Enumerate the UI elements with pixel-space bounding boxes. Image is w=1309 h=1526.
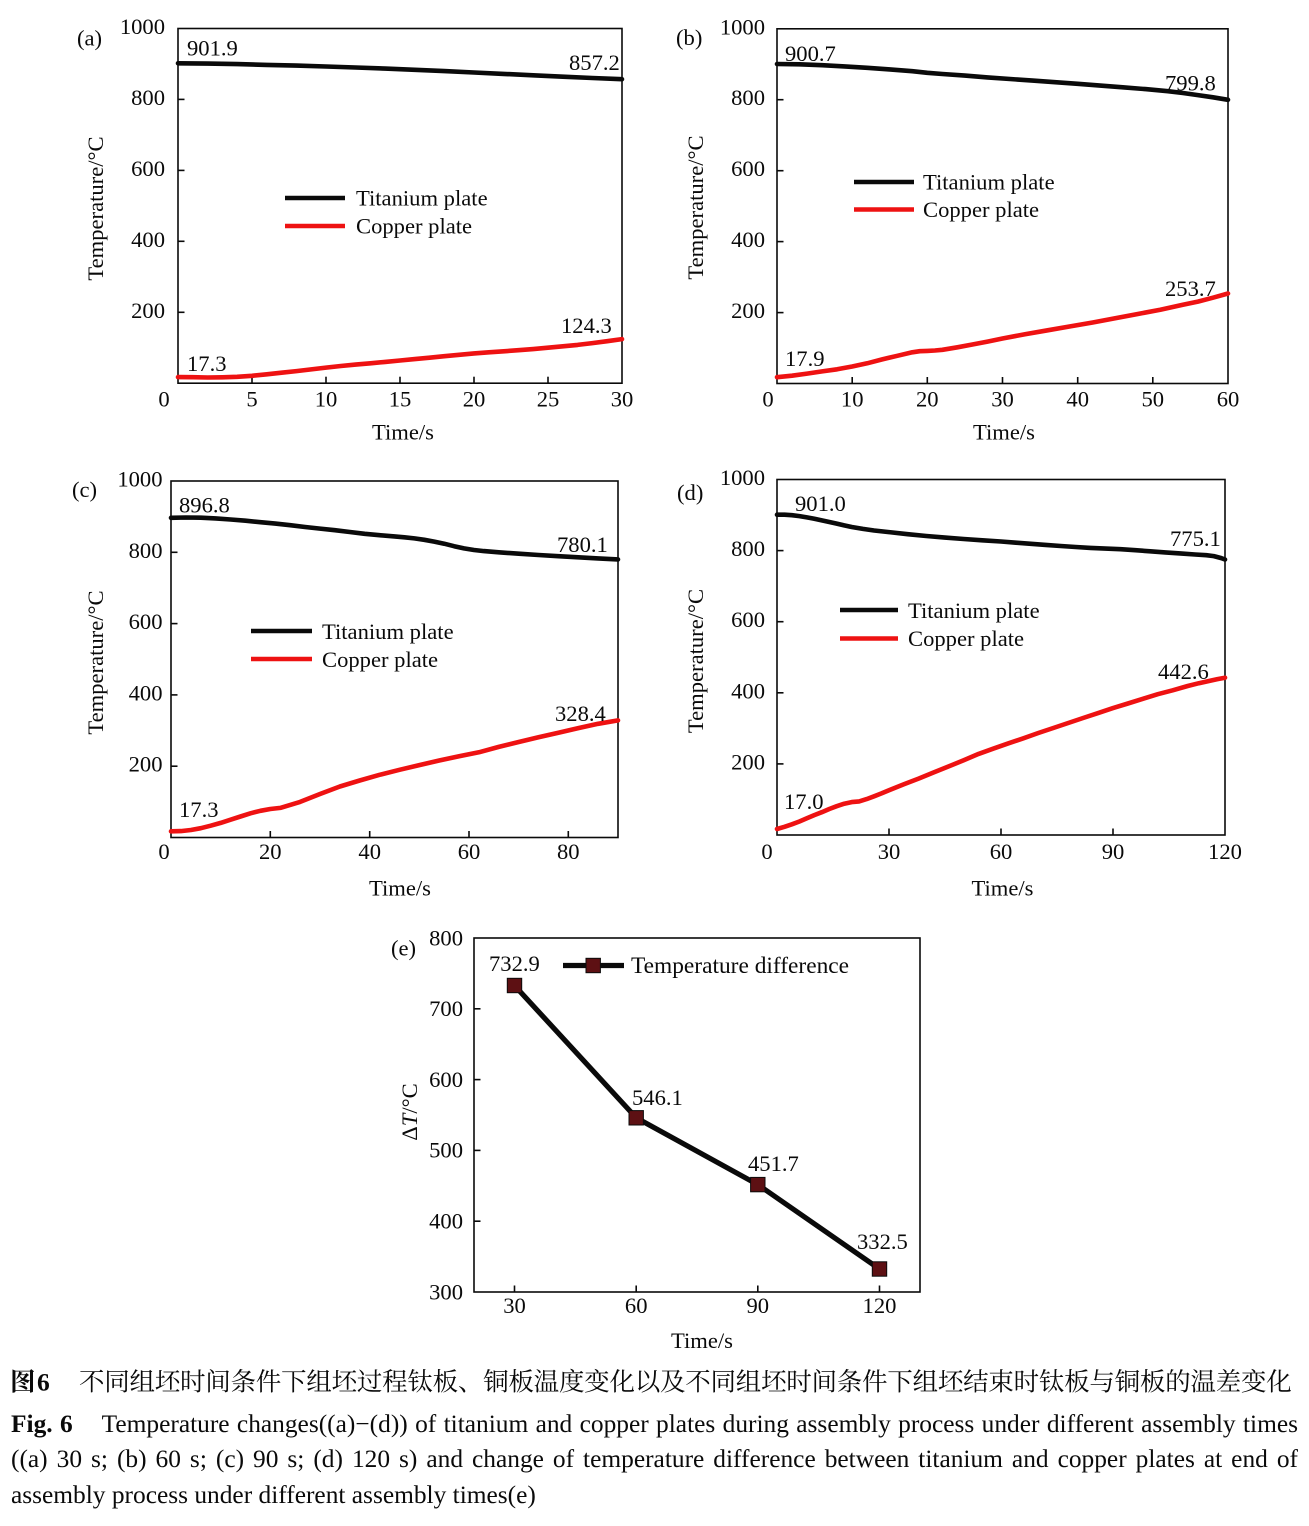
svg-text:Copper plate: Copper plate <box>908 626 1024 651</box>
svg-text:600: 600 <box>129 609 163 634</box>
svg-text:400: 400 <box>731 227 765 252</box>
svg-text:0: 0 <box>761 839 772 864</box>
svg-text:Temperature/°C: Temperature/°C <box>83 136 108 280</box>
svg-text:400: 400 <box>129 680 163 705</box>
svg-text:25: 25 <box>537 387 560 412</box>
svg-text:0: 0 <box>158 387 169 412</box>
svg-text:60: 60 <box>458 839 481 864</box>
svg-text:0: 0 <box>762 387 773 412</box>
svg-text:40: 40 <box>1066 387 1089 412</box>
svg-text:80: 80 <box>557 839 580 864</box>
svg-text:901.9: 901.9 <box>187 36 238 61</box>
svg-text:60: 60 <box>1217 387 1240 412</box>
svg-text:Time/s: Time/s <box>369 876 431 901</box>
svg-text:(c): (c) <box>72 477 97 502</box>
svg-text:800: 800 <box>129 538 163 563</box>
svg-text:Temperature/°C: Temperature/°C <box>83 590 108 734</box>
svg-text:17.0: 17.0 <box>784 789 824 814</box>
svg-text:200: 200 <box>731 749 765 774</box>
svg-text:857.2: 857.2 <box>569 50 620 75</box>
svg-text:30: 30 <box>991 387 1014 412</box>
svg-text:Copper plate: Copper plate <box>923 197 1039 222</box>
svg-text:800: 800 <box>131 85 165 110</box>
svg-text:30: 30 <box>503 1293 526 1318</box>
svg-text:Titanium plate: Titanium plate <box>356 186 488 211</box>
svg-text:40: 40 <box>358 839 381 864</box>
svg-text:600: 600 <box>731 607 765 632</box>
svg-text:124.3: 124.3 <box>561 313 612 338</box>
svg-text:1000: 1000 <box>120 14 165 39</box>
svg-text:60: 60 <box>625 1293 648 1318</box>
svg-text:(d): (d) <box>677 480 703 505</box>
svg-text:442.6: 442.6 <box>1158 659 1209 684</box>
svg-text:Titanium plate: Titanium plate <box>923 170 1055 195</box>
svg-text:700: 700 <box>429 996 463 1021</box>
svg-text:120: 120 <box>863 1293 897 1318</box>
svg-text:90: 90 <box>747 1293 770 1318</box>
svg-text:300: 300 <box>429 1279 463 1304</box>
svg-text:600: 600 <box>429 1067 463 1092</box>
svg-text:0: 0 <box>158 839 169 864</box>
svg-text:30: 30 <box>878 839 901 864</box>
svg-text:20: 20 <box>463 387 486 412</box>
svg-text:896.8: 896.8 <box>179 493 230 518</box>
svg-text:253.7: 253.7 <box>1165 276 1216 301</box>
svg-text:Time/s: Time/s <box>972 876 1034 901</box>
svg-text:Temperature difference: Temperature difference <box>631 953 849 979</box>
svg-text:Temperature/°C: Temperature/°C <box>683 135 708 279</box>
svg-text:546.1: 546.1 <box>632 1085 683 1110</box>
svg-text:1000: 1000 <box>117 467 162 492</box>
svg-text:Titanium plate: Titanium plate <box>908 598 1040 623</box>
svg-text:30: 30 <box>611 387 634 412</box>
svg-text:17.3: 17.3 <box>179 797 219 822</box>
svg-text:200: 200 <box>129 752 163 777</box>
svg-text:17.9: 17.9 <box>785 346 825 371</box>
svg-text:Time/s: Time/s <box>372 420 434 445</box>
svg-text:6: 6 <box>37 1368 50 1397</box>
svg-text:5: 5 <box>246 387 257 412</box>
svg-text:(b): (b) <box>676 25 702 50</box>
svg-text:(e): (e) <box>391 936 416 961</box>
svg-text:Copper plate: Copper plate <box>356 214 472 239</box>
svg-text:ΔT/°C: ΔT/°C <box>397 1083 422 1141</box>
svg-text:400: 400 <box>131 227 165 252</box>
svg-text:800: 800 <box>429 925 463 950</box>
svg-text:1000: 1000 <box>720 14 765 39</box>
svg-text:17.3: 17.3 <box>187 351 227 376</box>
svg-text:451.7: 451.7 <box>748 1151 799 1176</box>
svg-text:10: 10 <box>841 387 864 412</box>
svg-text:10: 10 <box>315 387 338 412</box>
svg-text:901.0: 901.0 <box>795 491 846 516</box>
svg-text:775.1: 775.1 <box>1170 526 1221 551</box>
svg-text:900.7: 900.7 <box>785 41 836 66</box>
svg-text:1000: 1000 <box>720 465 765 490</box>
svg-text:15: 15 <box>389 387 412 412</box>
svg-text:60: 60 <box>990 839 1013 864</box>
svg-text:799.8: 799.8 <box>1165 71 1216 96</box>
svg-text:732.9: 732.9 <box>489 951 540 976</box>
svg-text:120: 120 <box>1208 839 1242 864</box>
svg-text:800: 800 <box>731 536 765 561</box>
svg-text:Time/s: Time/s <box>973 420 1035 445</box>
svg-text:780.1: 780.1 <box>557 532 608 557</box>
svg-text:332.5: 332.5 <box>857 1229 908 1254</box>
svg-text:500: 500 <box>429 1138 463 1163</box>
svg-text:600: 600 <box>131 156 165 181</box>
svg-text:600: 600 <box>731 156 765 181</box>
svg-text:20: 20 <box>916 387 939 412</box>
svg-text:90: 90 <box>1102 839 1125 864</box>
svg-text:50: 50 <box>1142 387 1165 412</box>
svg-text:200: 200 <box>131 298 165 323</box>
svg-text:Temperature/°C: Temperature/°C <box>683 589 708 733</box>
svg-text:Titanium plate: Titanium plate <box>322 619 454 644</box>
svg-text:(a): (a) <box>77 26 102 51</box>
svg-text:800: 800 <box>731 85 765 110</box>
svg-text:20: 20 <box>259 839 282 864</box>
svg-text:400: 400 <box>731 678 765 703</box>
svg-text:400: 400 <box>429 1209 463 1234</box>
svg-text:328.4: 328.4 <box>555 701 606 726</box>
svg-text:Time/s: Time/s <box>671 1328 733 1353</box>
svg-text:Copper plate: Copper plate <box>322 647 438 672</box>
svg-text:200: 200 <box>731 298 765 323</box>
